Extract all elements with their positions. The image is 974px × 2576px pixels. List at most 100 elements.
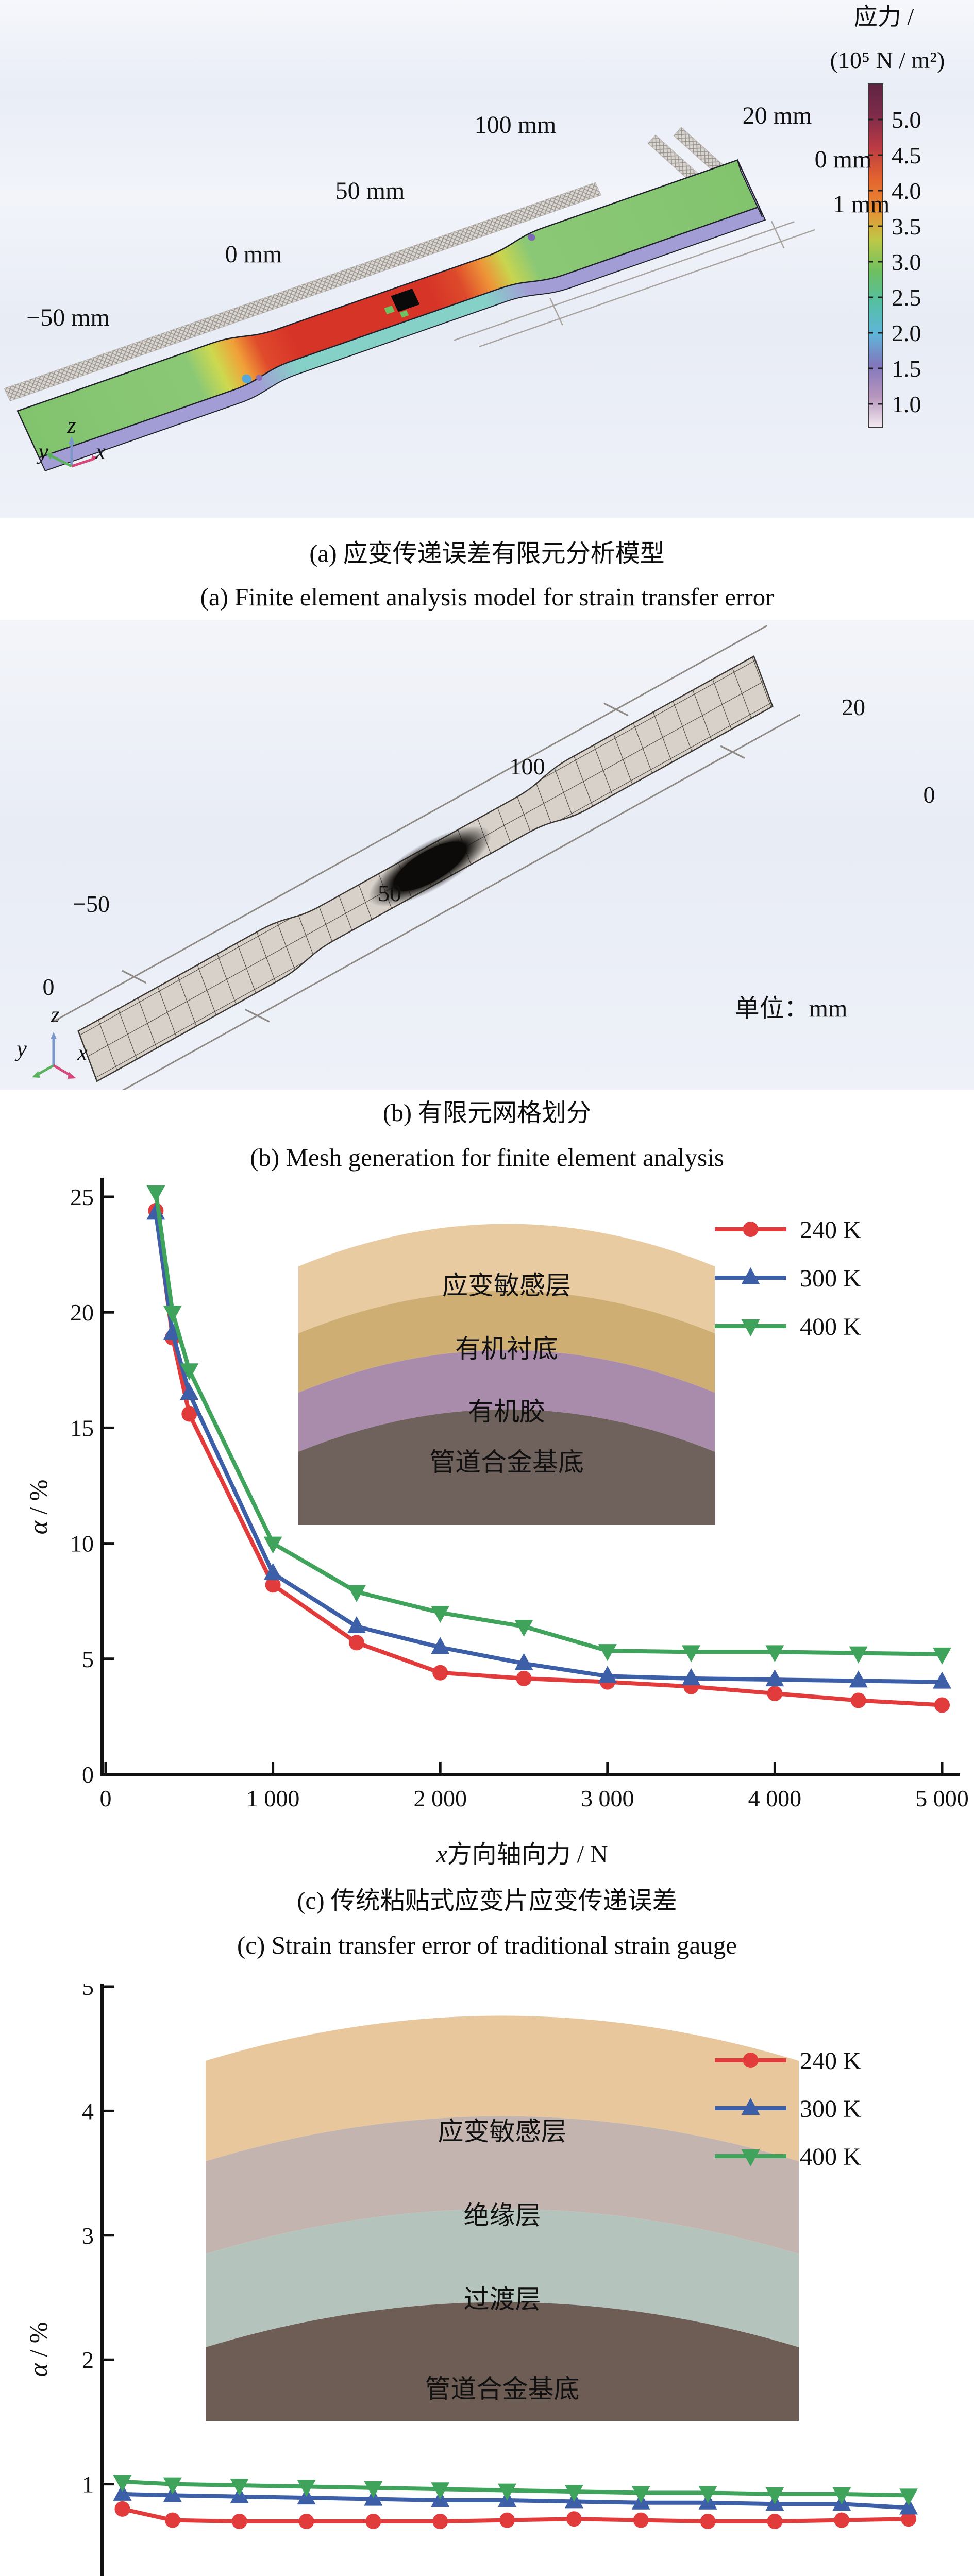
stress-speck-purple [256, 375, 263, 381]
sensor-pad-1 [384, 305, 395, 315]
axis-triad-b [32, 1032, 76, 1079]
series-marker-400 K [347, 1585, 366, 1602]
legend-marker-240 K [743, 2053, 759, 2068]
caption-b-en: (b) Mesh generation for finite element a… [250, 1143, 724, 1172]
inset-layer-3 [298, 1409, 715, 1525]
dim-label-0mm-right: 0 mm [814, 146, 872, 173]
sensor-pad-2 [399, 310, 409, 318]
panel-mesh: 20 100 0 50 −50 0 单位：mm z y x [0, 620, 974, 1090]
y-axis-title: α / % [24, 1480, 53, 1535]
dim-label-20mm: 20 mm [742, 102, 812, 129]
mesh-dim-20: 20 [842, 694, 865, 720]
series-marker-240 K [265, 1577, 281, 1593]
stress-speck-blue [242, 374, 252, 384]
legend-label-400 K: 400 K [800, 1313, 861, 1341]
series-marker-240 K [499, 2512, 515, 2528]
series-marker-400 K [849, 1646, 868, 1664]
y-tick-label: 5 [82, 1646, 94, 1672]
dim-label-1mm: 1 mm [832, 191, 890, 218]
inset-layer-label: 管道合金基底 [425, 2375, 580, 2403]
y-tick-label: 10 [70, 1531, 94, 1557]
series-line-300 K [154, 1212, 943, 1684]
x-axis-arrow-b [68, 1072, 76, 1079]
mesh-guide-tick-2 [603, 702, 629, 717]
mesh-dim-neg50: −50 [73, 891, 110, 917]
inset-layer-label: 有机胶 [468, 1397, 545, 1426]
mesh-figure [32, 625, 801, 1090]
series-marker-300 K [765, 1669, 784, 1687]
series-marker-240 K [700, 2514, 716, 2530]
series-marker-240 K [633, 2512, 649, 2528]
x-tick-label: 5 000 [915, 1785, 969, 1811]
z-axis-label-b: z [51, 1002, 60, 1027]
series-marker-300 K [347, 1616, 366, 1634]
y-tick-label: 20 [70, 1299, 94, 1326]
x-tick-label: 0 [100, 1785, 112, 1811]
series-marker-300 K [682, 1668, 701, 1685]
x-axis-label: x [95, 439, 106, 464]
series-line-240 K [154, 1210, 943, 1707]
y-axis-title: α / % [24, 2322, 53, 2377]
specimen-3d [16, 159, 815, 471]
legend-marker-400 K [741, 1319, 760, 1336]
dense-mesh-core [393, 841, 466, 891]
axes [100, 1984, 104, 2576]
series-marker-240 K [231, 2514, 247, 2530]
series-marker-400 K [899, 2488, 918, 2506]
inset-layer-2 [298, 1350, 715, 1452]
series-marker-240 K [516, 1670, 532, 1686]
series-marker-240 K [934, 1697, 950, 1713]
mesh-specimen [53, 625, 801, 1090]
specimen-end-cap [737, 160, 763, 217]
colorbar-tick-label: 3.5 [892, 213, 921, 240]
fea-model-figure: 5.0 4.5 4.0 3.5 3.0 2.5 2.0 1.5 1.0 [4, 83, 921, 471]
y-axis-label-b: y [16, 1036, 27, 1061]
inset-layer-label: 有机衬底 [455, 1334, 558, 1363]
mesh-guide-line-top [53, 625, 767, 1023]
unit-label: 单位：mm [734, 995, 848, 1022]
series-marker-240 K [850, 1692, 866, 1708]
series-marker-240 K [767, 1686, 783, 1702]
panel-fea-model: 5.0 4.5 4.0 3.5 3.0 2.5 2.0 1.5 1.0 应力 / (10⁵ N … [0, 0, 974, 518]
series-marker-400 K [364, 2481, 383, 2498]
colorbar-tick-label: 2.5 [892, 284, 921, 311]
series-marker-300 K [113, 2483, 132, 2501]
series-marker-400 K [832, 2487, 851, 2504]
inset-layer-3 [206, 2302, 799, 2421]
inset-layer-0 [206, 2015, 799, 2161]
series-marker-240 K [432, 1665, 448, 1681]
y-tick-label: 2 [82, 2347, 94, 2373]
x-axis-title: x方向轴向力 / N [435, 1841, 608, 1868]
colorbar-title-line2: (10⁵ N / m²) [830, 47, 945, 73]
z-axis-arrow-b [51, 1032, 57, 1039]
inset-layer-1 [206, 2116, 799, 2254]
series-marker-300 K [431, 1637, 450, 1654]
series-line-400 K [154, 1192, 943, 1656]
mesh-dim-50: 50 [378, 880, 401, 906]
series-marker-400 K [698, 2486, 717, 2503]
dim-label-100mm: 100 mm [474, 111, 557, 139]
dim-label-neg50mm: −50 mm [26, 304, 110, 331]
inset-layer-2 [206, 2209, 799, 2347]
y-axis-arrow [46, 453, 53, 460]
x-tick-label: 2 000 [413, 1785, 467, 1811]
mesh-dim-0-left: 0 [42, 974, 55, 1000]
legend-label-240 K: 240 K [800, 1216, 861, 1244]
series-marker-400 K [230, 2479, 249, 2496]
inset-layer-0 [298, 1224, 715, 1333]
series-marker-300 K [598, 1666, 617, 1683]
mesh-guide-tick-4 [720, 745, 745, 759]
series-marker-240 K [298, 2514, 314, 2530]
y-tick-label: 0 [82, 1761, 94, 1788]
series-marker-240 K [348, 1635, 364, 1651]
caption-c-en: (c) Strain transfer error of traditional… [237, 1931, 737, 1959]
mesh-dim-0-right: 0 [923, 782, 935, 808]
series-marker-300 K [933, 1671, 951, 1689]
colorbar-gradient [868, 83, 883, 428]
series-marker-400 K [163, 1306, 182, 1323]
legend-label-400 K: 400 K [800, 2143, 861, 2171]
